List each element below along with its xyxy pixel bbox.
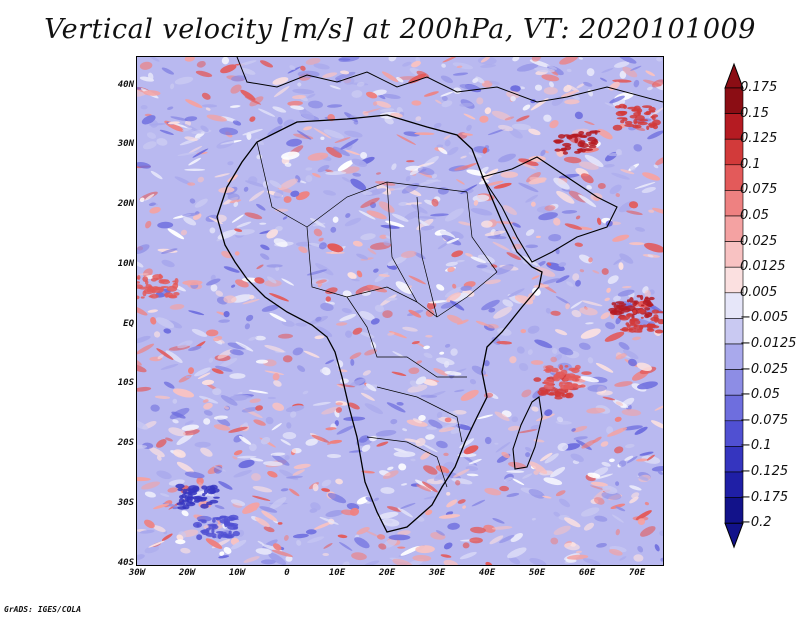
- velocity-field-map: [137, 57, 663, 565]
- country-borders: [256, 141, 498, 488]
- map-plot-area: [136, 56, 664, 566]
- lon-label: 50E: [528, 568, 546, 578]
- lat-label: 10N: [117, 259, 134, 269]
- colorbar-tick-label: −0.025: [740, 361, 789, 377]
- footer-credit: GrADS: IGES/COLA: [4, 605, 82, 614]
- lat-label: 20N: [117, 199, 134, 209]
- lat-label: 30N: [117, 139, 134, 149]
- lat-label: 40N: [117, 80, 134, 90]
- lon-label: 10W: [228, 568, 246, 578]
- colorbar-tick-label: −0.005: [740, 310, 789, 326]
- colorbar-tick-label: −0.075: [740, 412, 789, 428]
- lat-label: EQ: [123, 319, 134, 329]
- colorbar-tick-label: −0.05: [740, 387, 780, 403]
- europe-coastline: [236, 57, 663, 103]
- colorbar-tick-label: −0.2: [740, 515, 772, 531]
- lat-label: 10S: [117, 378, 134, 388]
- lon-label: 20E: [378, 568, 396, 578]
- colorbar-tick-label: −0.1: [740, 438, 772, 454]
- colorbar-tick-label: 0.005: [740, 284, 778, 300]
- lon-label: 10E: [328, 568, 346, 578]
- field-patches: [137, 57, 663, 565]
- colorbar: [724, 62, 744, 549]
- colorbar-tick-label: 0.075: [740, 182, 778, 198]
- lon-label: 30E: [428, 568, 446, 578]
- lon-label: 40E: [478, 568, 496, 578]
- lon-label: 30W: [128, 568, 146, 578]
- lon-label: 70E: [628, 568, 646, 578]
- colorbar-tick-label: 0.0125: [740, 259, 786, 275]
- colorbar-tick-label: 0.125: [740, 131, 778, 147]
- madagascar-coastline: [512, 396, 543, 470]
- lon-label: 0: [284, 568, 290, 578]
- lon-label: 20W: [178, 568, 196, 578]
- colorbar-tick-label: 0.1: [740, 156, 761, 172]
- lat-label: 20S: [117, 438, 134, 448]
- lat-label: 30S: [117, 498, 134, 508]
- colorbar-tick-label: 0.175: [740, 80, 778, 95]
- colorbar-tick-label: 0.025: [740, 233, 778, 249]
- colorbar-tick-label: −0.0125: [740, 336, 797, 351]
- arabia-coastline: [481, 156, 618, 263]
- africa-coastline: [216, 114, 543, 533]
- lat-label: 40S: [117, 558, 134, 568]
- colorbar-tick-label: −0.125: [740, 464, 789, 479]
- colorbar-tick-label: 0.05: [740, 208, 769, 223]
- lon-label: 60E: [578, 568, 596, 578]
- colorbar-tick-label: −0.175: [740, 489, 789, 505]
- colorbar-min-arrow: [724, 522, 744, 549]
- colorbar-tick-label: 0.15: [740, 105, 769, 121]
- chart-title: Vertical velocity [m/s] at 200hPa, VT: 2…: [44, 14, 756, 45]
